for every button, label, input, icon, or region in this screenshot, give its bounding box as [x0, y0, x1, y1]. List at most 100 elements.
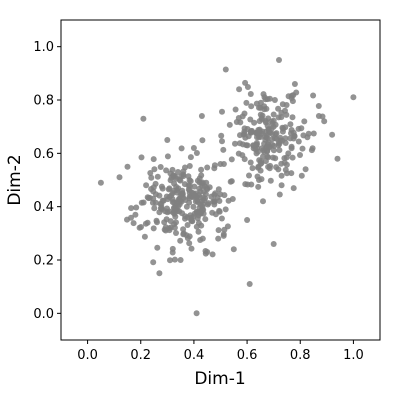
scatter-point [262, 158, 269, 165]
scatter-point [278, 109, 285, 116]
scatter-point [154, 244, 161, 251]
scatter-point [309, 145, 316, 152]
scatter-point [202, 216, 209, 223]
scatter-point [273, 135, 280, 142]
scatter-point [199, 235, 206, 242]
scatter-point [298, 172, 305, 179]
scatter-point [198, 172, 205, 179]
scatter-point [287, 121, 294, 128]
scatter-point [262, 96, 269, 103]
scatter-point [329, 131, 336, 138]
scatter-point [180, 230, 187, 237]
scatter-point [262, 119, 269, 126]
scatter-point [170, 172, 177, 179]
scatter-point [195, 228, 202, 235]
scatter-point [310, 92, 317, 99]
scatter-point [260, 153, 266, 160]
scatter-point [220, 232, 227, 239]
scatter-point [163, 167, 170, 174]
scatter-point [167, 257, 173, 264]
scatter-point [177, 257, 184, 263]
scatter-point [150, 156, 157, 163]
scatter-point [128, 205, 135, 212]
scatter-point [219, 138, 225, 145]
scatter-point [138, 224, 144, 230]
scatter-point [290, 185, 297, 192]
scatter-point [229, 196, 236, 202]
scatter-point [178, 145, 185, 152]
scatter-point [164, 137, 171, 143]
scatter-point [257, 111, 264, 118]
scatter-point [166, 194, 173, 200]
scatter-point [191, 193, 198, 200]
scatter-point [199, 137, 206, 144]
scatter-point [159, 197, 166, 204]
scatter-point [276, 147, 283, 154]
x-tick-label: 0.0 [77, 348, 98, 363]
x-tick-label: 0.8 [290, 348, 311, 363]
scatter-point [215, 227, 222, 234]
scatter-point [263, 132, 270, 139]
scatter-point [226, 121, 233, 128]
scatter-point [138, 154, 145, 161]
scatter-point [151, 166, 158, 173]
scatter-point [246, 281, 253, 287]
y-tick-label: 0.4 [33, 200, 54, 215]
scatter-point [218, 215, 225, 222]
scatter-point [289, 154, 296, 161]
scatter-point [173, 219, 179, 226]
x-axis-label: Dim-1 [194, 369, 245, 389]
scatter-point [288, 92, 295, 99]
scatter-point [130, 220, 137, 227]
scatter-point [228, 156, 235, 163]
scatter-point [195, 220, 202, 226]
scatter-point [150, 259, 157, 266]
scatter-point [170, 187, 177, 194]
scatter-point [176, 176, 183, 183]
scatter-point [147, 170, 154, 176]
scatter-point [256, 118, 263, 125]
y-tick-label: 1.0 [33, 40, 54, 55]
scatter-point [177, 197, 184, 204]
scatter-point [310, 130, 317, 137]
scatter-point [186, 195, 193, 202]
scatter-point [194, 177, 201, 184]
scatter-point [298, 125, 305, 132]
scatter-point [171, 256, 178, 263]
scatter-point [217, 161, 224, 167]
scatter-point [246, 172, 252, 179]
scatter-point [232, 140, 238, 147]
scatter-point [276, 191, 283, 198]
scatter-point [162, 227, 169, 234]
scatter-point [158, 183, 165, 190]
scatter-point [124, 163, 131, 170]
scatter-point [334, 155, 341, 162]
scatter-point [283, 154, 290, 161]
scatter-point [271, 142, 277, 149]
scatter-point [171, 224, 178, 231]
scatter-point [295, 138, 302, 145]
scatter-point [278, 182, 285, 189]
scatter-point [216, 207, 223, 214]
scatter-point [283, 111, 290, 118]
scatter-point [205, 200, 212, 207]
scatter-point [149, 199, 156, 206]
scatter-point [278, 172, 285, 179]
scatter-point [260, 91, 267, 98]
scatter-point [164, 153, 171, 160]
scatter-point [222, 206, 229, 213]
y-tick-label: 0.0 [33, 307, 54, 322]
scatter-point [221, 226, 228, 233]
scatter-point [157, 164, 164, 170]
scatter-point [350, 94, 357, 101]
scatter-point [198, 166, 205, 173]
scatter-point [276, 57, 282, 63]
scatter-point [169, 166, 176, 173]
scatter-point [264, 147, 271, 154]
scatter-point [297, 152, 303, 158]
scatter-point [148, 174, 155, 181]
scatter-point [186, 189, 193, 196]
scatter-point [255, 163, 262, 170]
scatter-point [236, 86, 243, 93]
